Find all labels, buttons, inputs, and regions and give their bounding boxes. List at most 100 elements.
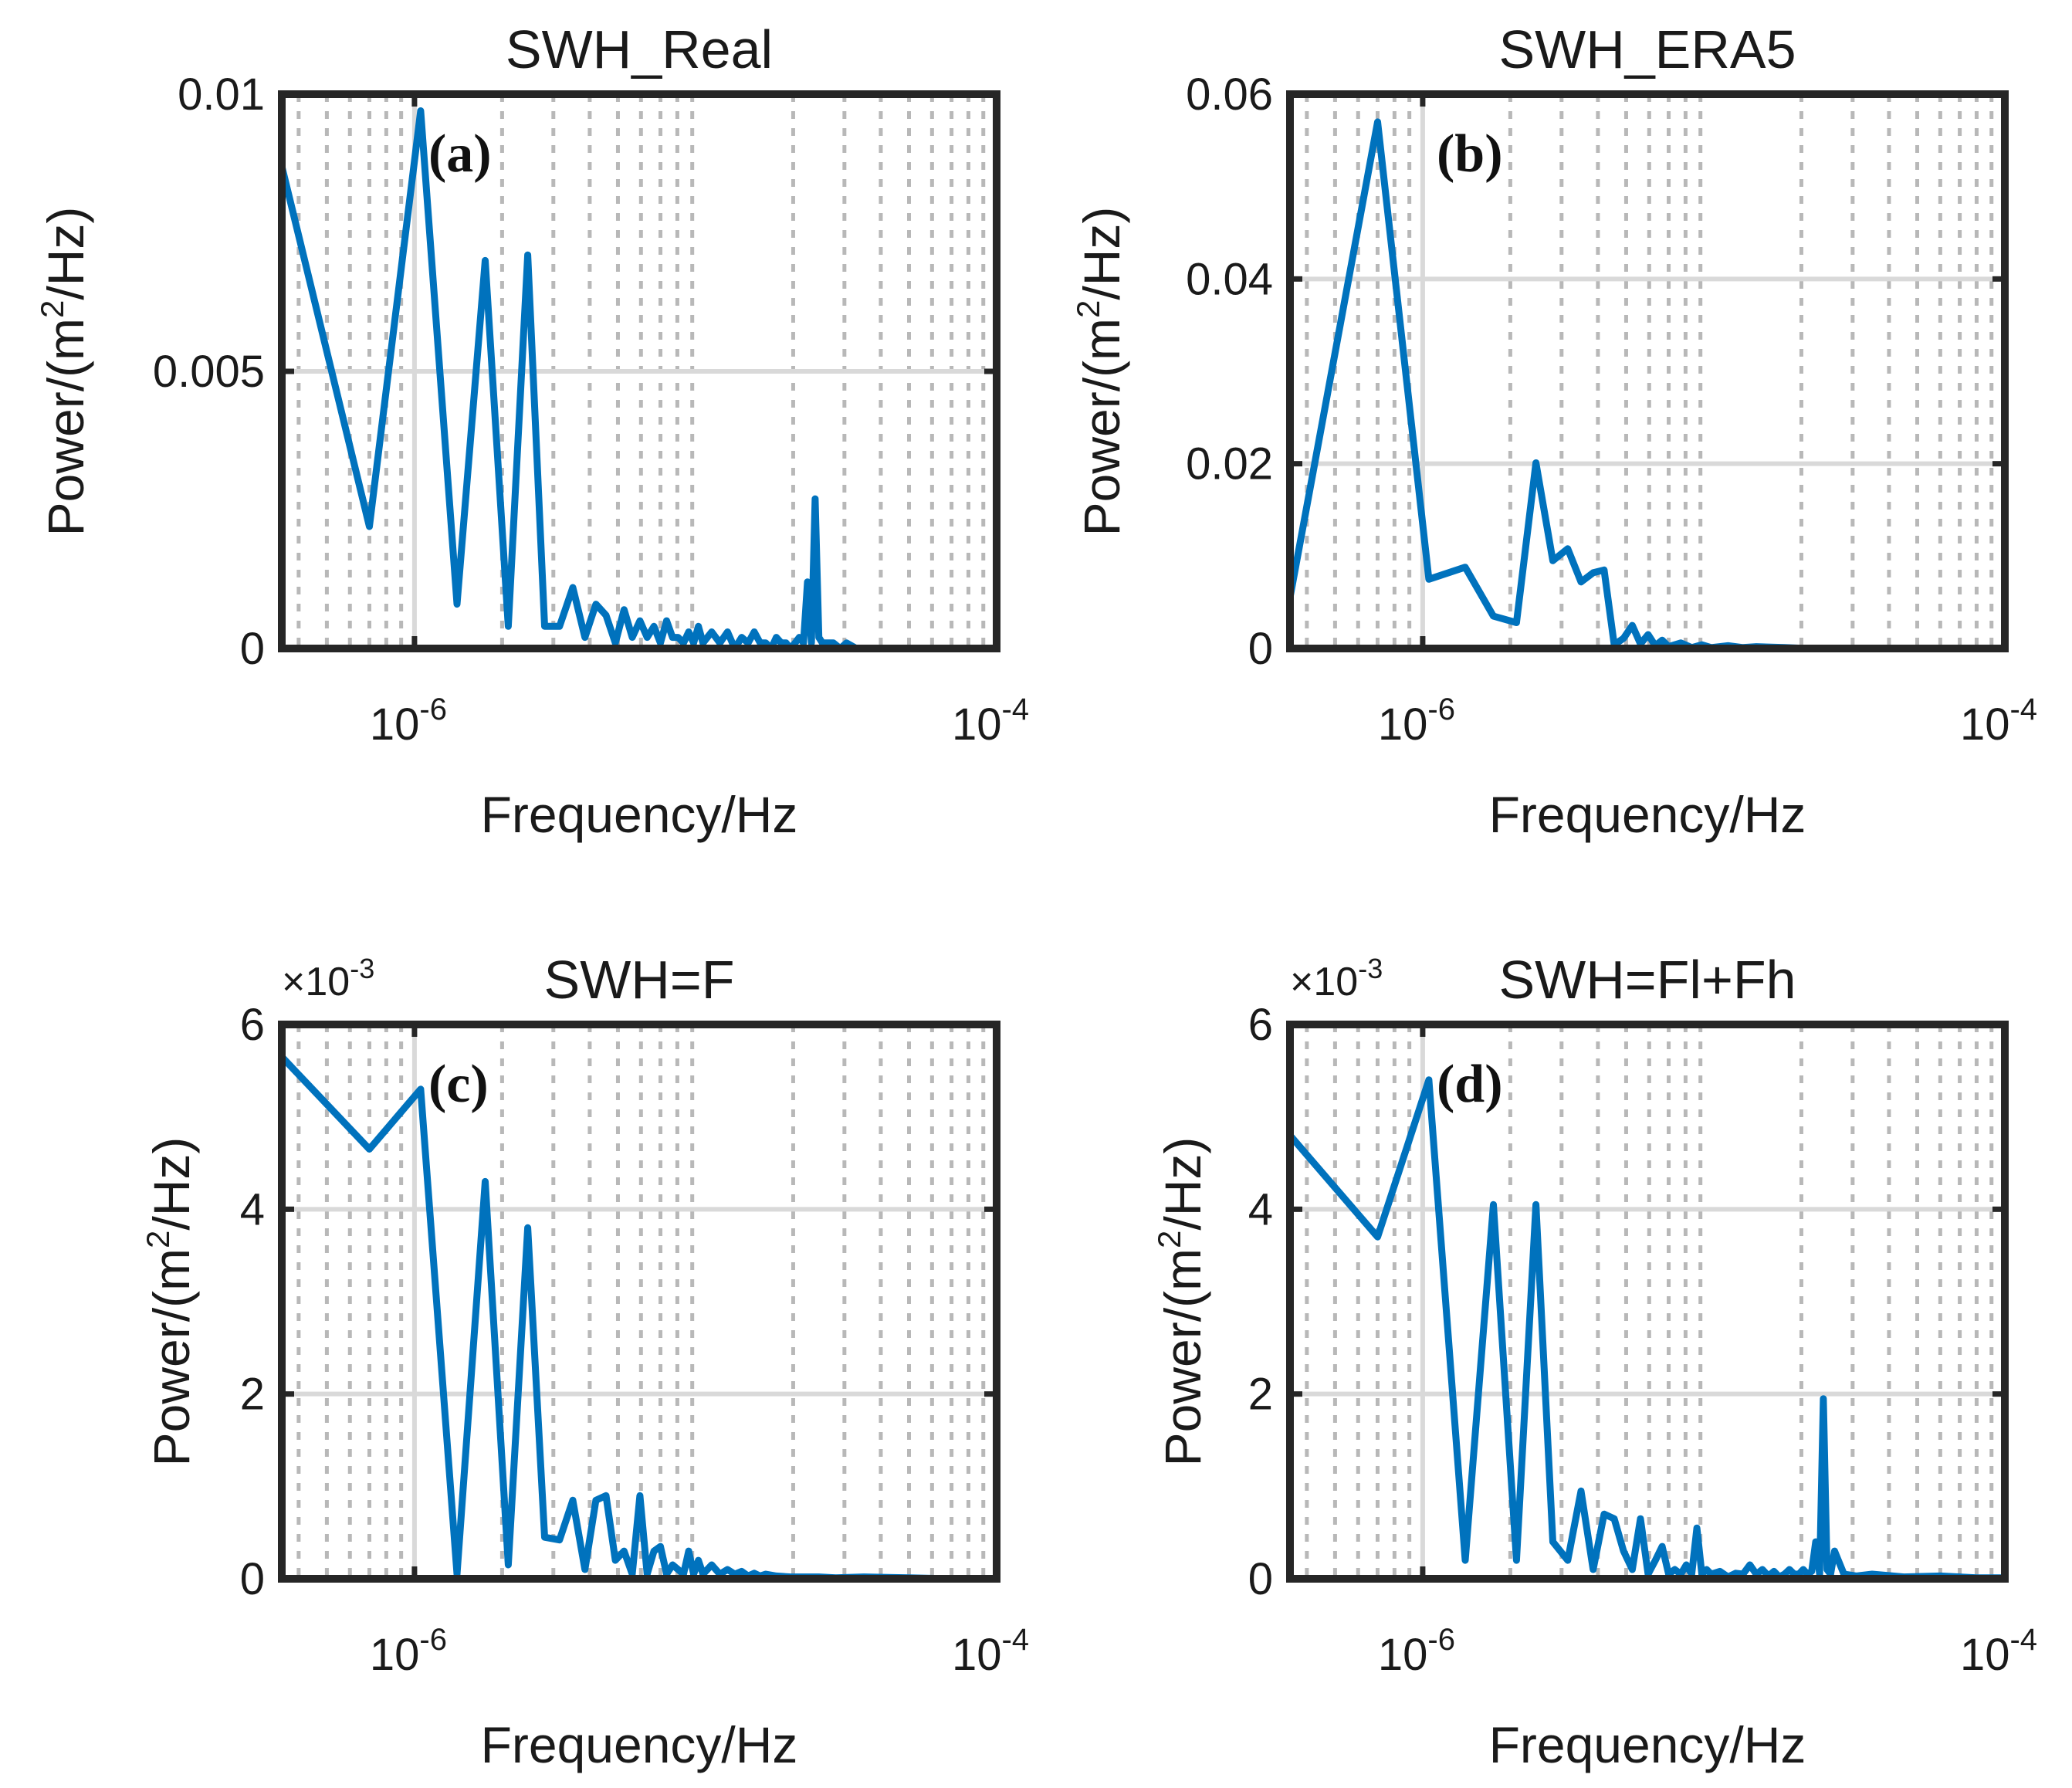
data-point [682,1573,684,1575]
data-point [1755,1573,1757,1575]
data-point [1580,581,1582,583]
minor-grid [1305,1024,1994,1579]
y-tick-label: 0.04 [1186,254,1273,304]
y-axis-label-prefix: Power/(m [1073,318,1130,536]
axis-multiplier-base: ×10 [282,960,350,1004]
y-axis-label-suffix: /Hz) [37,207,94,300]
data-point [1806,1573,1808,1575]
y-axis-label-superscript: 2 [1151,1231,1187,1248]
data-series-line [278,107,1000,652]
data-point [623,609,625,611]
data-point [811,642,812,644]
data-point [631,637,633,638]
data-point [672,1564,673,1566]
data-point [765,642,767,644]
data-point [653,625,655,627]
y-axis-label-prefix: Power/(m [1154,1248,1211,1466]
x-tick-base: 10 [370,1630,420,1680]
data-point [1377,1236,1378,1238]
minor-grid [296,1024,986,1579]
data-point [660,642,661,644]
data-point [631,1573,633,1575]
x-tick-exponent: -4 [1001,693,1029,726]
data-point [1647,1573,1649,1575]
data-point [369,1149,370,1150]
y-tick-label: 0.01 [178,69,265,120]
y-axis-label-prefix: Power/(m [143,1248,200,1466]
axis-multiplier: ×10-3 [1290,953,1383,1004]
data-point [1749,1564,1751,1566]
data-point [666,1573,667,1575]
data-point [798,637,800,638]
data-point [734,1573,736,1575]
data-point [1701,1573,1702,1575]
chart-title: SWH=Fl+Fh [1498,950,1796,1010]
data-point [693,1573,694,1575]
y-axis-label-superscript: 2 [1070,300,1106,318]
x-axis-label: Frequency/Hz [1489,786,1806,843]
axis-multiplier-exponent: -3 [1358,953,1383,984]
data-point [544,1536,545,1538]
x-tick-label: 10-6 [370,693,447,750]
data-point [646,637,648,638]
data-point [1654,1559,1656,1561]
axis-multiplier-base: ×10 [1290,960,1358,1004]
x-tick-label: 10-4 [1960,1623,2037,1680]
x-tick-exponent: -6 [419,693,447,726]
data-point [780,642,782,644]
panel-label: (d) [1437,1055,1503,1114]
x-tick-exponent: -4 [2009,1623,2037,1657]
panel-label: (b) [1437,124,1503,184]
axes-frame [1286,90,2009,652]
chart-title: SWH_Real [506,19,773,80]
data-point [614,642,616,644]
chart-title: SWH_ERA5 [1498,19,1796,80]
data-point [1535,462,1537,463]
x-tick-exponent: -6 [419,1623,447,1657]
data-point [1811,1570,1813,1572]
data-point [1567,548,1569,550]
x-tick-base: 10 [1960,699,2010,750]
y-tick-label: 0 [1248,624,1273,674]
data-point [1696,1527,1698,1529]
y-tick-label: 6 [1248,1000,1273,1050]
x-tick-label: 10-6 [1378,1623,1455,1680]
y-tick-label: 4 [240,1184,265,1234]
data-point [741,1570,743,1572]
data-point [803,642,804,644]
y-axis-label-superscript: 2 [140,1231,176,1248]
minor-grid [1305,94,1994,648]
data-point [682,642,684,644]
x-tick-base: 10 [370,699,420,750]
axes-frame [278,1021,1000,1583]
data-point [1773,1570,1775,1572]
x-tick-base: 10 [952,699,1002,750]
data-point [1631,625,1633,626]
tick-marks [1290,1021,2008,1582]
tick-marks [282,91,1000,652]
data-point [456,1573,458,1575]
data-point [1833,1550,1835,1552]
data-point [1685,1564,1687,1566]
data-point [595,1499,597,1501]
y-axis-label-superscript: 2 [34,300,70,318]
data-point [1428,1079,1430,1081]
y-tick-label: 0 [240,624,265,674]
data-point [765,1573,767,1575]
x-tick-label: 10-6 [1378,693,1455,750]
data-point [639,1495,641,1496]
data-point [1871,1573,1873,1575]
data-point [485,1180,486,1182]
x-tick-base: 10 [1960,1630,2010,1680]
data-point [1830,1573,1831,1575]
x-axis-label: Frequency/Hz [1489,1716,1806,1773]
data-point [1640,643,1641,645]
data-point [1515,1559,1517,1561]
data-point [1535,1204,1537,1205]
data-point [1377,121,1378,123]
panel-label: (c) [428,1055,489,1114]
tick-marks [282,1021,1000,1582]
data-point [1719,1570,1721,1572]
